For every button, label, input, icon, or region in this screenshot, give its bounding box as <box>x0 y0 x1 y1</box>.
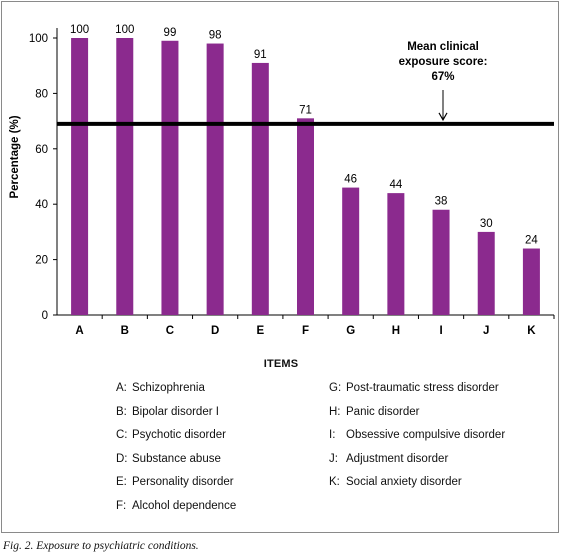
x-tick-label: B <box>121 325 129 337</box>
legend-key: G: <box>329 382 342 394</box>
x-tick-label: H <box>392 325 400 337</box>
data-label: 44 <box>389 179 402 191</box>
legend-text: Panic disorder <box>346 405 420 418</box>
y-axis-label: Percentage (%) <box>9 115 21 198</box>
legend-text: Schizophrenia <box>132 382 205 394</box>
legend-key: K: <box>329 476 340 489</box>
x-tick-label: J <box>483 325 489 337</box>
legend-item: K: Social anxiety disorder <box>329 476 462 488</box>
legend-text: Bipolar disorder I <box>132 405 219 418</box>
legend-item: J: Adjustment disorder <box>329 453 448 465</box>
legend-item: G: Post-traumatic stress disorder <box>329 382 499 394</box>
data-label: 46 <box>344 174 357 186</box>
data-label: 38 <box>435 196 448 208</box>
x-tick-label: I <box>439 325 442 337</box>
data-label: 100 <box>115 24 134 36</box>
legend-text: Personality disorder <box>132 476 234 489</box>
legend-key: A: <box>116 382 127 394</box>
annotation-arrow-head <box>438 112 448 122</box>
legend-key: F: <box>116 500 127 512</box>
bar-i <box>432 209 450 315</box>
y-tick-label: 60 <box>35 144 48 156</box>
data-labels-group: 100 100 99 98 91 71 46 44 38 30 24 <box>70 24 538 247</box>
figure-frame <box>1 1 559 533</box>
x-axis-label: ITEMS <box>263 358 299 370</box>
data-label: 71 <box>299 104 312 116</box>
mean-annotation: Mean clinical exposure score: 67% <box>399 41 488 122</box>
bar-b <box>116 38 134 315</box>
x-tick-label: D <box>211 325 219 337</box>
legend-key: I: <box>329 429 336 442</box>
bar-h <box>387 193 405 315</box>
bar-k <box>522 248 540 315</box>
legend-item: C: Psychotic disorder <box>116 429 226 441</box>
legend-item: I: Obsessive compulsive disorder <box>329 429 505 441</box>
data-label: 98 <box>209 30 222 42</box>
data-label: 24 <box>525 235 538 247</box>
x-tick-label: G <box>346 325 355 337</box>
legend-key: B: <box>116 405 127 418</box>
legend-text: Substance abuse <box>132 452 221 465</box>
x-tick-label: F <box>302 325 309 337</box>
x-tick-label: K <box>527 325 536 337</box>
y-tick-label: 20 <box>35 255 48 267</box>
x-tick-labels: A B C D E F G H I J K <box>75 315 555 337</box>
legend-key: E: <box>116 476 127 489</box>
figure-caption: Fig. 2. Exposure to psychiatric conditio… <box>3 540 199 552</box>
legend-text: Obsessive compulsive disorder <box>346 429 506 442</box>
y-tick-label: 80 <box>35 88 48 100</box>
bar-c <box>161 40 179 316</box>
bar-chart: 100 100 99 98 91 71 46 44 38 30 24 A B C D E F G H I J K 0 20… <box>9 24 555 337</box>
bar-f <box>297 118 314 315</box>
y-tick-label: 100 <box>29 33 48 45</box>
legend-key: H: <box>329 405 341 418</box>
data-label: 99 <box>164 27 177 39</box>
legend-key: D: <box>116 452 128 465</box>
annotation-line: 67% <box>431 71 454 83</box>
legend-text: Alcohol dependence <box>132 500 237 512</box>
legend-item: E: Personality disorder <box>116 476 234 488</box>
x-tick-label: E <box>256 325 264 337</box>
y-tick-label: 40 <box>35 199 48 211</box>
x-tick-label: A <box>75 325 83 337</box>
legend-key: J: <box>329 452 338 465</box>
annotation-line: exposure score: <box>399 56 488 68</box>
annotation-line: Mean clinical <box>407 41 479 53</box>
data-label: 30 <box>480 218 493 230</box>
legend-item: D: Substance abuse <box>116 453 221 465</box>
y-tick-labels: 0 20 40 60 80 100 <box>29 33 57 322</box>
legend-text: Post-traumatic stress disorder <box>346 382 499 394</box>
legend-text: Psychotic disorder <box>132 429 226 442</box>
bars-group <box>71 38 540 316</box>
legend-item: A: Schizophrenia <box>116 382 205 394</box>
bar-e <box>251 62 269 316</box>
data-label: 91 <box>254 49 267 61</box>
bar-d <box>206 43 224 315</box>
data-label: 100 <box>70 24 89 36</box>
bar-a <box>71 38 89 315</box>
bar-g <box>342 187 360 315</box>
legend-text: Social anxiety disorder <box>346 476 462 489</box>
x-tick-label: C <box>166 325 174 337</box>
legend-item: B: Bipolar disorder I <box>116 406 219 418</box>
legend-text: Adjustment disorder <box>346 452 449 465</box>
legend-item: F: Alcohol dependence <box>116 500 236 512</box>
y-tick-label: 0 <box>42 310 48 322</box>
bar-j <box>477 231 495 315</box>
legend-key: C: <box>116 429 128 442</box>
legend-item: H: Panic disorder <box>329 406 420 418</box>
